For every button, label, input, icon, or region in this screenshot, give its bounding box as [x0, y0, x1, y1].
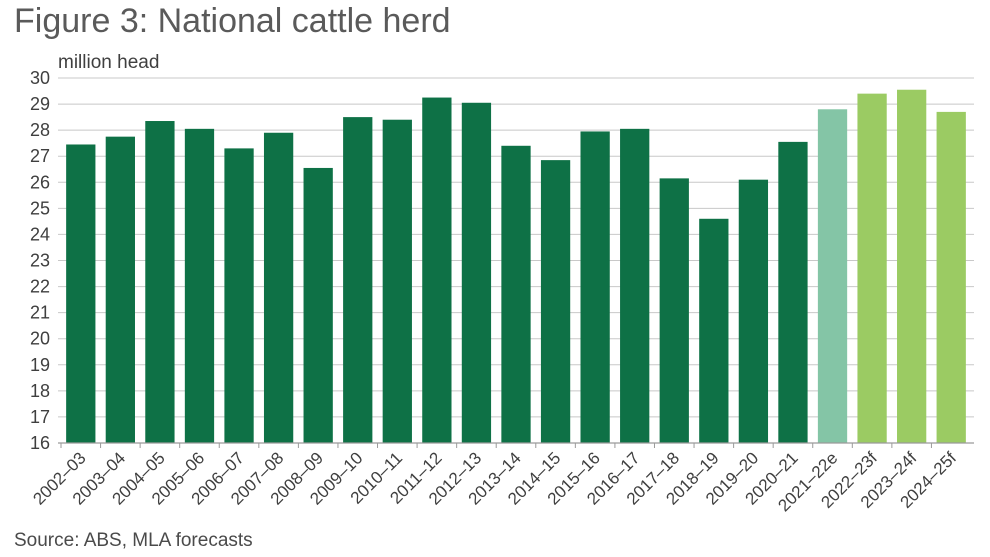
- y-tick-label: 27: [30, 146, 50, 166]
- y-tick-label: 26: [30, 172, 50, 192]
- bar-2006–07: [224, 148, 254, 443]
- y-tick-label: 28: [30, 120, 50, 140]
- bar-2010–11: [382, 119, 412, 443]
- y-tick-label: 16: [30, 433, 50, 453]
- source-note: Source: ABS, MLA forecasts: [14, 530, 253, 551]
- bar-2012–13: [461, 102, 492, 444]
- bar-2011–12: [422, 97, 452, 443]
- bar-2021–22e: [817, 109, 848, 444]
- bar-2002–03: [66, 144, 96, 443]
- y-tick-label: 17: [30, 407, 50, 427]
- bar-2009–10: [343, 117, 373, 443]
- chart-title: Figure 3: National cattle herd: [14, 2, 451, 40]
- bar-2016–17: [620, 128, 650, 443]
- y-axis-title: million head: [58, 52, 159, 73]
- bar-2015–16: [580, 131, 610, 444]
- bar-2022–23f: [857, 93, 887, 444]
- y-tick-label: 18: [30, 381, 50, 401]
- bar-2013–14: [501, 145, 531, 444]
- y-tick-label: 25: [30, 198, 50, 218]
- bar-2020–21: [778, 141, 808, 443]
- bar-2014–15: [540, 160, 571, 443]
- bar-2005–06: [184, 128, 215, 443]
- bar-2023–24f: [897, 89, 927, 443]
- bar-2004–05: [145, 121, 175, 444]
- bar-2019–20: [738, 179, 769, 443]
- y-tick-label: 23: [30, 251, 50, 271]
- bar-2017–18: [659, 178, 689, 443]
- bar-2008–09: [303, 167, 333, 444]
- y-tick-label: 21: [30, 303, 50, 323]
- y-tick-label: 30: [30, 68, 50, 88]
- bar-2018–19: [699, 218, 729, 443]
- bar-2007–08: [263, 132, 294, 443]
- y-tick-label: 29: [30, 94, 50, 114]
- y-tick-label: 20: [30, 329, 50, 349]
- y-tick-label: 24: [30, 224, 50, 244]
- bars: [66, 89, 966, 444]
- bar-2024–25f: [936, 111, 966, 444]
- y-tick-label: 22: [30, 277, 50, 297]
- bar-2003–04: [105, 136, 135, 444]
- y-tick-label: 19: [30, 355, 50, 375]
